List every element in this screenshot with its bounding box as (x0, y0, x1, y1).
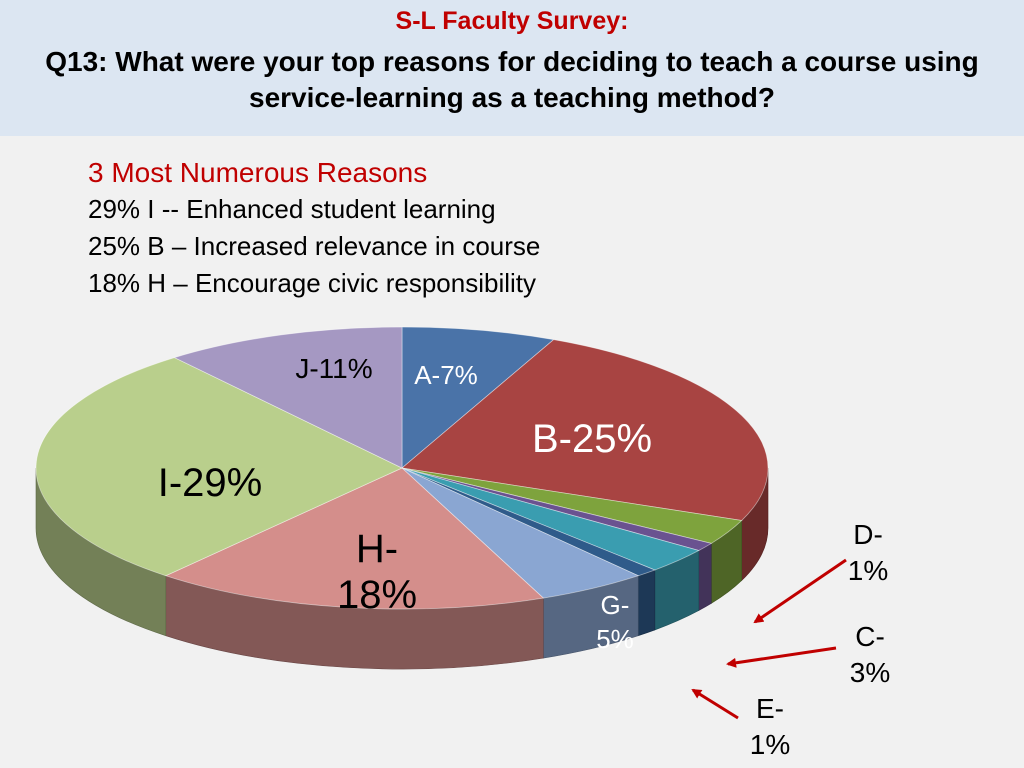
pie-top-face (35, 326, 769, 610)
slice-J (173, 326, 403, 469)
top-reasons-list: 3 Most Numerous Reasons 29% I -- Enhance… (88, 154, 540, 302)
slice-A (401, 326, 555, 469)
slice-B (401, 339, 769, 521)
pie-labels: A-7% B-25% D-1% C-3% E-1% G-5% H-18% I-29% J-11% (158, 353, 890, 760)
slice-I (35, 357, 403, 577)
slice-label-A: A-7% (414, 360, 478, 390)
slice-label-E: E-1% (750, 693, 790, 760)
question-title: Q13: What were your top reasons for deci… (45, 46, 979, 113)
slice-label-I: I-29% (158, 461, 263, 505)
callout-arrow (726, 646, 837, 668)
top-reasons-heading: 3 Most Numerous Reasons (88, 157, 428, 188)
pie-side-wall (35, 467, 769, 670)
slice-label-G: G-5% (596, 590, 634, 654)
side-E (637, 569, 656, 637)
side-D (698, 542, 712, 612)
slice-label-H: H-18% (337, 527, 417, 617)
slice-label-D: D-1% (848, 519, 888, 586)
top-reason-item: 25% B – Increased relevance in course (88, 231, 541, 261)
callout-arrow (753, 558, 847, 624)
top-reason-item: 29% I -- Enhanced student learning (88, 194, 496, 224)
slice-label-C: C-3% (850, 621, 890, 688)
slice-H (164, 467, 545, 610)
title-banner: S-L Faculty Survey: Q13: What were your … (0, 0, 1024, 136)
slice-label-B: B-25% (532, 417, 652, 461)
top-reason-item: 18% H – Encourage civic responsibility (88, 268, 536, 298)
slice-label-J: J-11% (295, 353, 372, 384)
callout-arrows (691, 558, 847, 720)
survey-title: S-L Faculty Survey: (395, 7, 629, 35)
callout-arrow (691, 688, 739, 720)
